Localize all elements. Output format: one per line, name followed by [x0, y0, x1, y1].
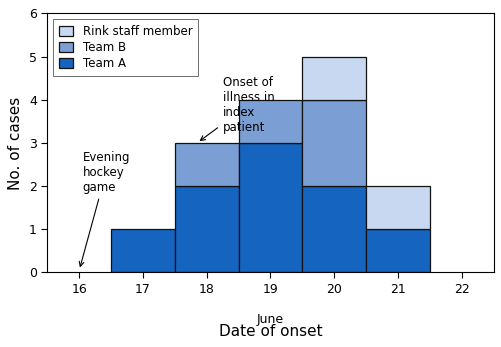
- Text: June: June: [257, 313, 284, 325]
- Bar: [174, 186, 238, 272]
- Bar: [238, 100, 302, 143]
- Legend: Rink staff member, Team B, Team A: Rink staff member, Team B, Team A: [53, 19, 198, 76]
- Bar: [365, 186, 429, 229]
- Y-axis label: No. of cases: No. of cases: [9, 96, 23, 189]
- Bar: [302, 186, 365, 272]
- Bar: [174, 143, 238, 186]
- Text: Onset of
illness in
index
patient: Onset of illness in index patient: [200, 76, 274, 141]
- Bar: [302, 57, 365, 100]
- Bar: [111, 229, 174, 272]
- Bar: [365, 229, 429, 272]
- Bar: [302, 100, 365, 186]
- X-axis label: Date of onset: Date of onset: [218, 324, 322, 339]
- Text: Evening
hockey
game: Evening hockey game: [79, 151, 130, 266]
- Bar: [238, 143, 302, 272]
